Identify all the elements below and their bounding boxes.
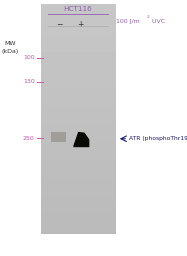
- Text: 100: 100: [23, 55, 35, 60]
- Text: 100 J/m: 100 J/m: [116, 19, 140, 24]
- Polygon shape: [73, 132, 89, 147]
- Text: 2: 2: [146, 15, 149, 19]
- Text: −: −: [56, 20, 62, 29]
- Text: UVC: UVC: [150, 19, 165, 24]
- Text: +: +: [77, 20, 84, 29]
- Text: ATR (phosphoThr1989): ATR (phosphoThr1989): [129, 136, 187, 141]
- Text: MW: MW: [4, 41, 16, 46]
- Text: 250: 250: [23, 136, 35, 141]
- Bar: [51, 132, 66, 142]
- Text: (kDa): (kDa): [2, 49, 19, 54]
- Text: HCT116: HCT116: [63, 6, 92, 12]
- Text: 130: 130: [23, 79, 35, 84]
